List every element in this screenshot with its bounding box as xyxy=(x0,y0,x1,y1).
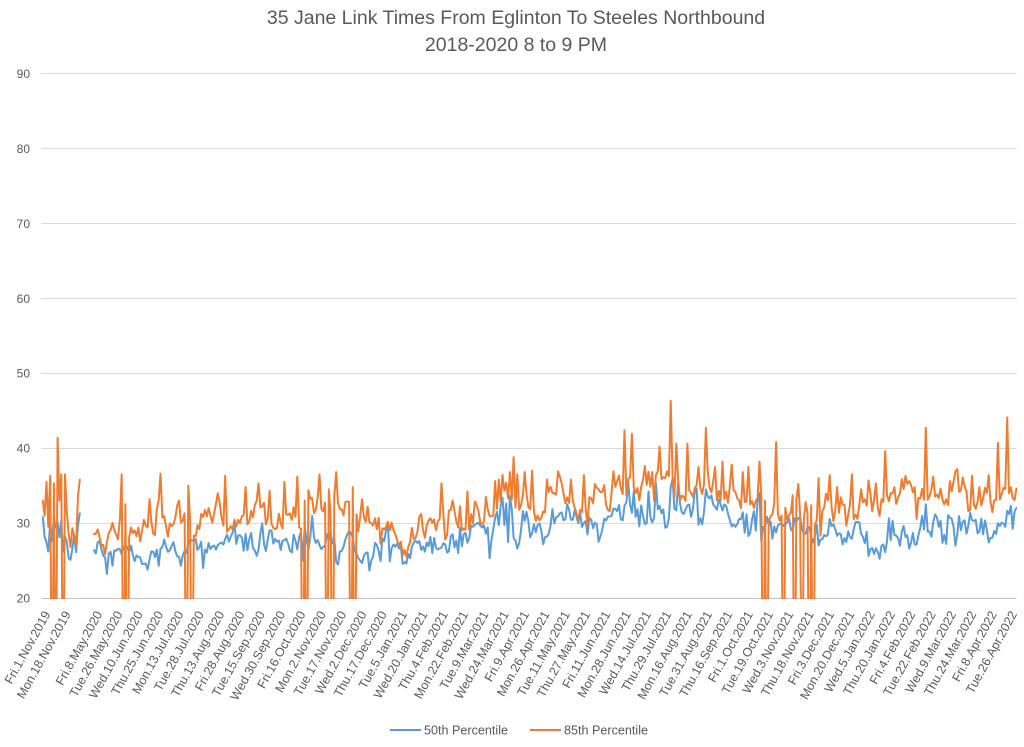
svg-text:30: 30 xyxy=(17,517,31,531)
svg-text:40: 40 xyxy=(17,442,31,456)
svg-text:80: 80 xyxy=(17,142,31,156)
svg-text:50th Percentile: 50th Percentile xyxy=(424,724,508,738)
svg-text:35 Jane Link Times From Eglint: 35 Jane Link Times From Eglinton To Stee… xyxy=(267,7,765,29)
svg-text:60: 60 xyxy=(17,292,31,306)
svg-text:20: 20 xyxy=(17,592,31,606)
svg-text:70: 70 xyxy=(17,217,31,231)
svg-text:2018-2020 8 to 9 PM: 2018-2020 8 to 9 PM xyxy=(425,34,607,56)
svg-text:50: 50 xyxy=(17,367,31,381)
svg-text:90: 90 xyxy=(17,67,31,81)
svg-text:85th Percentile: 85th Percentile xyxy=(564,724,648,738)
